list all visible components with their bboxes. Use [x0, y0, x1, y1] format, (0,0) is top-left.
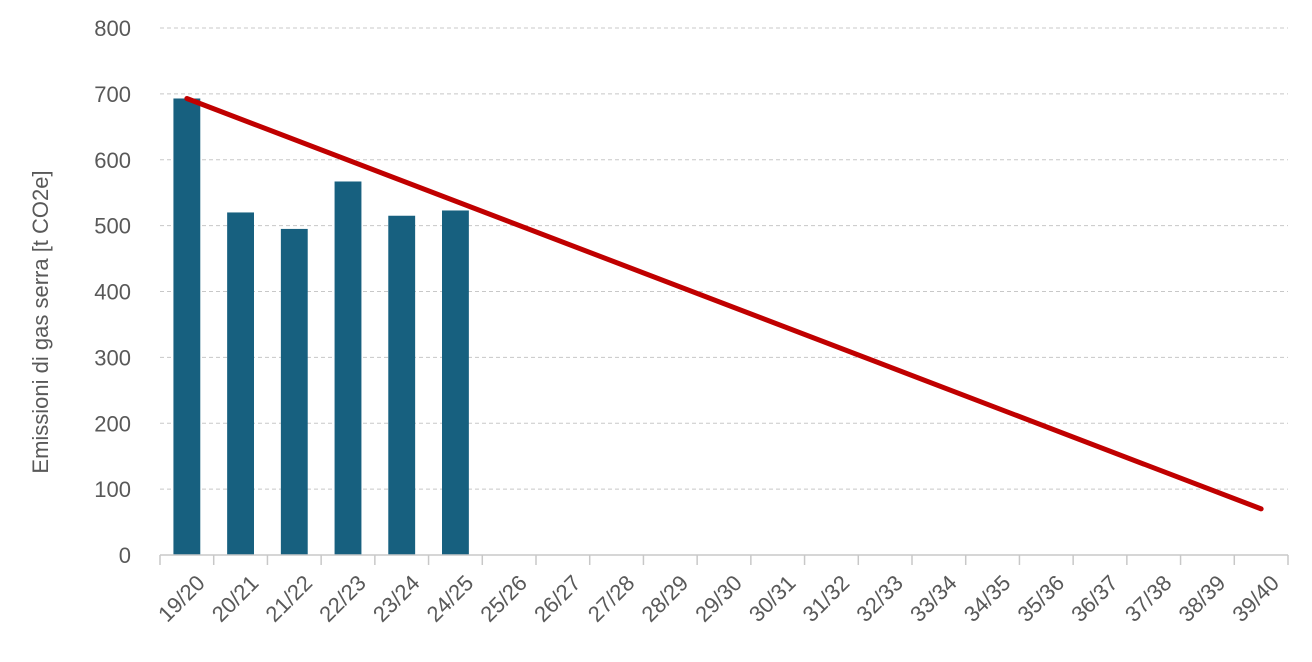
x-tick-label: 33/34 — [905, 570, 962, 627]
y-tick-labels: 0 100 200 300 400 500 600 700 800 — [94, 16, 131, 568]
x-tick-label: 29/30 — [690, 570, 747, 627]
x-tick-label: 39/40 — [1227, 570, 1284, 627]
x-tick-label: 21/22 — [261, 570, 318, 627]
x-tick-label: 32/33 — [851, 570, 908, 627]
x-tick-label: 26/27 — [529, 570, 586, 627]
bar — [280, 228, 308, 555]
y-tick-label: 300 — [94, 345, 131, 370]
x-tick-label: 36/37 — [1066, 570, 1123, 627]
y-tick-label: 400 — [94, 280, 131, 305]
x-tick-label: 25/26 — [475, 570, 532, 627]
x-tick-labels: 19/2020/2121/2222/2323/2424/2525/2626/27… — [153, 570, 1284, 627]
x-tick-label: 34/35 — [959, 570, 1016, 627]
y-tick-label: 0 — [119, 543, 131, 568]
y-tick-label: 700 — [94, 82, 131, 107]
y-axis-title: Emissioni di gas serra [t CO2e] — [28, 170, 53, 473]
y-tick-label: 100 — [94, 477, 131, 502]
gridlines — [160, 27, 1288, 490]
bars — [173, 98, 469, 555]
bar — [227, 212, 254, 555]
x-tick-label: 35/36 — [1013, 570, 1070, 627]
bar — [334, 181, 362, 555]
x-tick-label: 30/31 — [744, 570, 801, 627]
axes — [159, 554, 1289, 565]
x-tick-label: 38/39 — [1174, 570, 1231, 627]
x-tick-label: 23/24 — [368, 570, 425, 627]
bar — [173, 98, 201, 555]
x-tick-label: 31/32 — [798, 570, 855, 627]
y-tick-label: 200 — [94, 411, 131, 436]
x-tick-label: 19/20 — [153, 570, 210, 627]
bar — [442, 210, 469, 555]
y-tick-label: 800 — [94, 16, 131, 41]
x-tick-label: 37/38 — [1120, 570, 1177, 627]
target-line-path — [184, 95, 1264, 512]
x-tick-label: 28/29 — [637, 570, 694, 627]
x-tick-label: 22/23 — [314, 570, 371, 627]
y-tick-label: 500 — [94, 214, 131, 239]
x-tick-label: 27/28 — [583, 570, 640, 627]
y-tick-label: 600 — [94, 148, 131, 173]
x-tick-label: 20/21 — [207, 570, 264, 627]
bar — [388, 215, 416, 555]
target-line — [184, 95, 1264, 512]
x-tick-label: 24/25 — [422, 570, 479, 627]
